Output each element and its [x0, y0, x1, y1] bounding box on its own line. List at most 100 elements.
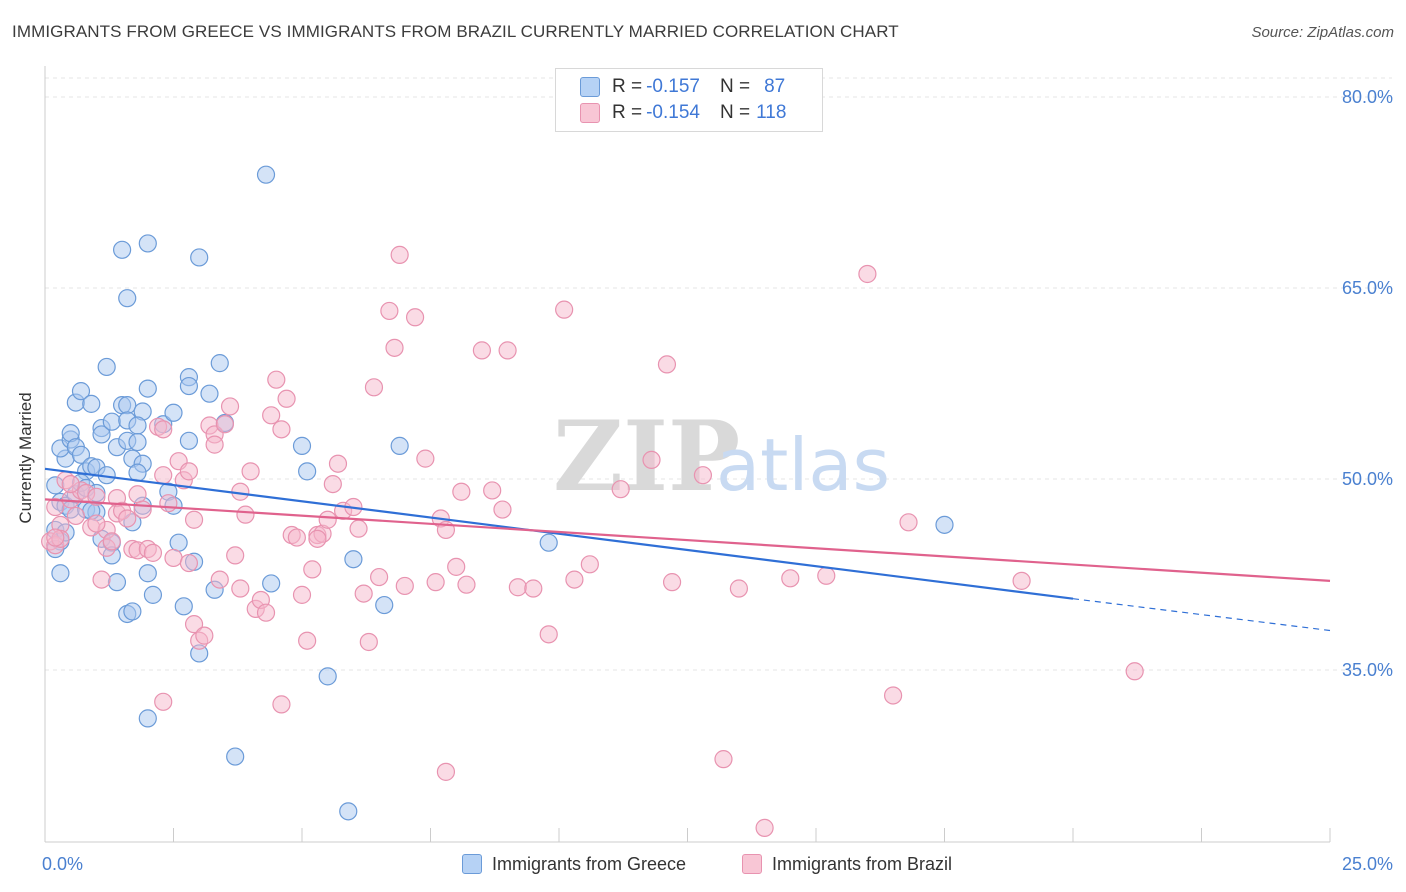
- greece-point-35: [123, 602, 142, 621]
- brazil-point-60: [303, 560, 322, 579]
- brazil-point-116: [87, 514, 106, 533]
- legend-row-greece: R = -0.157 N = 87: [580, 75, 785, 99]
- brazil-point-99: [693, 466, 713, 485]
- greece-point-49: [138, 564, 157, 583]
- brazil-point-53: [267, 370, 286, 389]
- greece-point-82: [935, 515, 954, 534]
- brazil-point-77: [405, 308, 425, 327]
- greece-point-21: [71, 382, 91, 401]
- brazil-point-47: [236, 505, 255, 524]
- legend-r-value-brazil: -0.154: [646, 102, 700, 123]
- greece-point-63: [179, 431, 199, 450]
- brazil-point-29: [164, 548, 183, 568]
- brazil-point-89: [508, 578, 527, 597]
- greece-point-24: [92, 425, 111, 444]
- brazil-point-83: [452, 482, 471, 501]
- greece-point-60: [174, 597, 193, 616]
- legend-r-value-greece: -0.157: [646, 76, 700, 97]
- brazil-point-92: [555, 300, 574, 319]
- greece-point-72: [256, 165, 276, 184]
- brazil-point-110: [308, 529, 327, 548]
- greece-point-81: [539, 533, 558, 552]
- y-tick-label-3: 80.0%: [1342, 87, 1393, 107]
- brazil-point-44: [226, 546, 245, 565]
- brazil-point-33: [179, 553, 199, 573]
- correlation-legend: R = -0.157 N = 87 R = -0.154 N = 118: [555, 68, 823, 132]
- brazil-point-68: [349, 519, 368, 538]
- brazil-point-90: [524, 579, 543, 598]
- legend-r-label: R =: [612, 102, 643, 123]
- brazil-point-21: [128, 485, 147, 504]
- greece-trend-extension: [1072, 598, 1331, 632]
- legend-n-value-greece: 87: [764, 76, 786, 97]
- greece-point-51: [138, 709, 157, 728]
- brazil-point-79: [426, 573, 445, 592]
- brazil-point-32: [179, 462, 199, 481]
- greece-point-13: [71, 445, 91, 464]
- greece-point-79: [375, 595, 394, 615]
- brazil-point-41: [210, 570, 229, 589]
- chart-title: IMMIGRANTS FROM GREECE VS IMMIGRANTS FRO…: [12, 22, 899, 41]
- greece-point-31: [102, 412, 121, 431]
- legend-row-brazil: R = -0.154 N = 118: [580, 101, 786, 125]
- legend-swatch-brazil: [580, 103, 600, 123]
- legend-n-label: N =: [719, 76, 751, 97]
- brazil-point-114: [61, 474, 80, 494]
- greece-point-37: [118, 396, 137, 415]
- greece-point-67: [200, 384, 219, 403]
- brazil-point-71: [364, 378, 384, 397]
- brazil-point-12: [92, 570, 111, 589]
- brazil-point-87: [493, 500, 512, 519]
- brazil-point-42: [215, 415, 234, 434]
- x-tick-label-1: 25.0%: [1342, 854, 1393, 874]
- brazil-point-73: [380, 301, 399, 321]
- bottom-legend-swatch-brazil: [742, 854, 762, 874]
- greece-point-50: [143, 585, 163, 604]
- brazil-point-37: [195, 626, 214, 645]
- brazil-point-64: [323, 474, 342, 494]
- brazil-point-112: [436, 762, 456, 781]
- greece-point-53: [112, 240, 132, 259]
- legend-n-value-brazil: 118: [756, 102, 787, 123]
- brazil-point-72: [370, 567, 389, 587]
- brazil-point-70: [359, 632, 378, 652]
- brazil-point-28: [159, 494, 178, 513]
- greece-point-44: [128, 432, 147, 452]
- brazil-point-91: [539, 625, 558, 644]
- greece-point-48: [138, 379, 157, 398]
- brazil-point-63: [318, 510, 337, 529]
- brazil-point-107: [899, 513, 918, 532]
- brazil-point-103: [781, 569, 800, 588]
- brazil-point-115: [46, 528, 65, 547]
- greece-point-80: [390, 436, 409, 455]
- brazil-point-98: [662, 573, 682, 592]
- brazil-point-111: [272, 695, 291, 714]
- bottom-legend-label-greece: Immigrants from Greece: [492, 853, 687, 874]
- brazil-point-82: [447, 557, 466, 576]
- bottom-legend-swatch-greece: [462, 854, 482, 874]
- brazil-point-24: [143, 543, 163, 562]
- x-tick-label-0: 0.0%: [42, 854, 83, 874]
- greece-point-30: [97, 357, 116, 377]
- greece-point-29: [51, 564, 70, 583]
- greece-point-62: [179, 376, 199, 396]
- brazil-point-40: [205, 435, 224, 454]
- y-tick-label-0: 35.0%: [1342, 660, 1393, 680]
- brazil-point-109: [1125, 662, 1144, 681]
- source-label: Source: ZipAtlas.com: [1251, 24, 1394, 41]
- brazil-point-94: [580, 555, 599, 574]
- brazil-point-69: [354, 584, 373, 603]
- brazil-point-59: [298, 631, 317, 650]
- brazil-point-78: [416, 449, 435, 468]
- brazil-point-105: [858, 264, 877, 284]
- greece-point-78: [344, 550, 363, 569]
- legend-r-label: R =: [612, 76, 643, 97]
- brazil-point-104: [817, 566, 836, 585]
- brazil-point-93: [565, 570, 584, 589]
- brazil-point-95: [611, 480, 630, 499]
- brazil-point-58: [292, 585, 312, 604]
- brazil-point-106: [883, 686, 903, 705]
- brazil-point-27: [154, 466, 173, 485]
- brazil-point-76: [395, 576, 414, 596]
